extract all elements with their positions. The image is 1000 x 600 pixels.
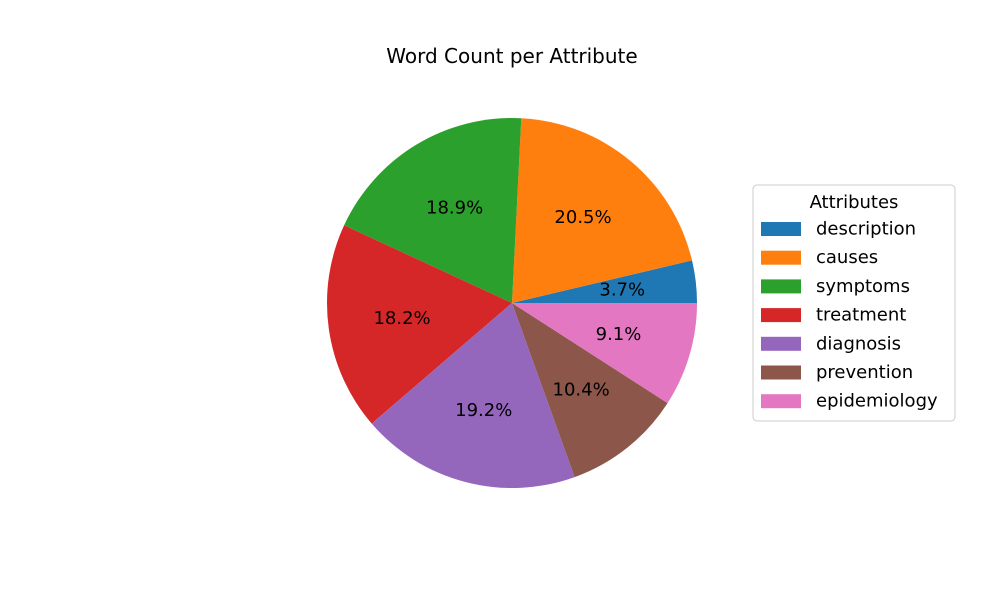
- pie-label-causes: 20.5%: [554, 207, 611, 228]
- legend-swatch-prevention: [761, 365, 801, 380]
- pie-slice-treatment: [327, 225, 512, 424]
- pie-label-description: 3.7%: [599, 280, 645, 301]
- pie-slice-prevention: [512, 303, 668, 478]
- pie-percent-labels: 3.7% 20.5% 18.9% 18.2% 19.2% 10.4% 9.1%: [373, 197, 645, 420]
- pie-label-symptoms: 18.9%: [426, 197, 483, 218]
- chart-title: Word Count per Attribute: [386, 44, 637, 68]
- legend-swatch-treatment: [761, 308, 801, 323]
- legend-swatch-epidemiology: [761, 394, 801, 409]
- legend: Attributes description causes symptoms trea…: [752, 184, 956, 422]
- pie-label-epidemiology: 9.1%: [596, 324, 642, 345]
- pie-slices: [327, 118, 697, 489]
- legend-label-symptoms: symptoms: [816, 276, 910, 297]
- legend-label-prevention: prevention: [816, 362, 913, 383]
- legend-swatch-description: [761, 222, 801, 236]
- pie-label-diagnosis: 19.2%: [455, 400, 512, 421]
- legend-label-description: description: [816, 219, 916, 240]
- pie-slice-symptoms: [344, 118, 522, 303]
- pie-label-prevention: 10.4%: [553, 379, 610, 400]
- legend-swatch-diagnosis: [761, 336, 801, 351]
- pie-slice-causes: [512, 118, 693, 303]
- pie-slice-epidemiology: [512, 303, 697, 404]
- pie-label-treatment: 18.2%: [373, 308, 430, 329]
- legend-swatch-causes: [761, 250, 801, 265]
- legend-label-treatment: treatment: [816, 305, 906, 326]
- legend-swatch-symptoms: [761, 279, 801, 294]
- legend-items: description causes symptoms treatment diagno…: [761, 219, 938, 412]
- legend-label-causes: causes: [816, 247, 878, 268]
- pie-slice-description: [512, 260, 697, 303]
- legend-label-epidemiology: epidemiology: [816, 391, 938, 412]
- pie-slice-diagnosis: [371, 303, 575, 489]
- legend-label-diagnosis: diagnosis: [816, 333, 901, 354]
- legend-title: Attributes: [810, 192, 899, 213]
- legend-frame: [752, 184, 956, 422]
